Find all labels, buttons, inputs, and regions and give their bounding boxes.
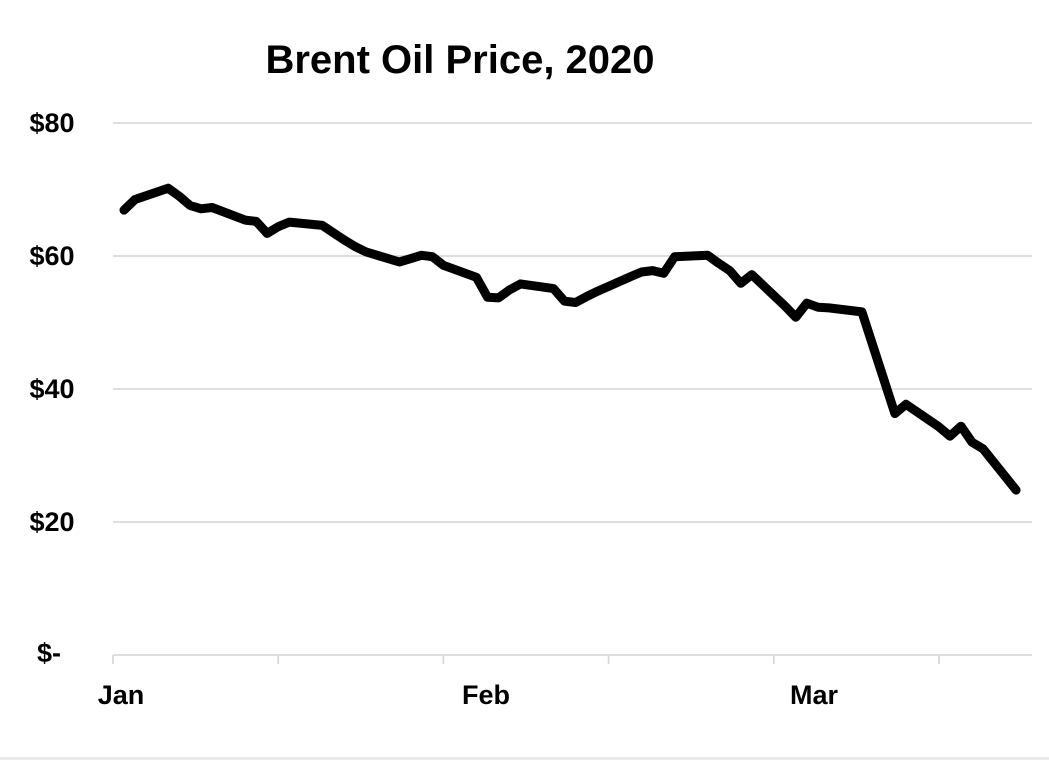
- y-tick-label-0: $-: [37, 638, 61, 668]
- gridlines: [113, 122, 1032, 523]
- y-tick-label-80: $80: [29, 108, 74, 138]
- y-tick-label-60: $60: [29, 241, 74, 271]
- x-tick-label-jan: Jan: [98, 680, 145, 710]
- screenshot-bottom-edge: [0, 757, 1049, 760]
- x-tick-label-feb: Feb: [462, 680, 510, 710]
- x-axis: [112, 654, 1032, 664]
- y-axis-labels: $80 $60 $40 $20 $-: [29, 108, 74, 668]
- y-tick-label-40: $40: [29, 374, 74, 404]
- x-tick-label-mar: Mar: [790, 680, 839, 710]
- y-tick-label-20: $20: [29, 507, 74, 537]
- x-axis-labels: Jan Feb Mar: [98, 680, 839, 710]
- price-line: [119, 183, 1021, 495]
- chart-title: Brent Oil Price, 2020: [265, 38, 654, 82]
